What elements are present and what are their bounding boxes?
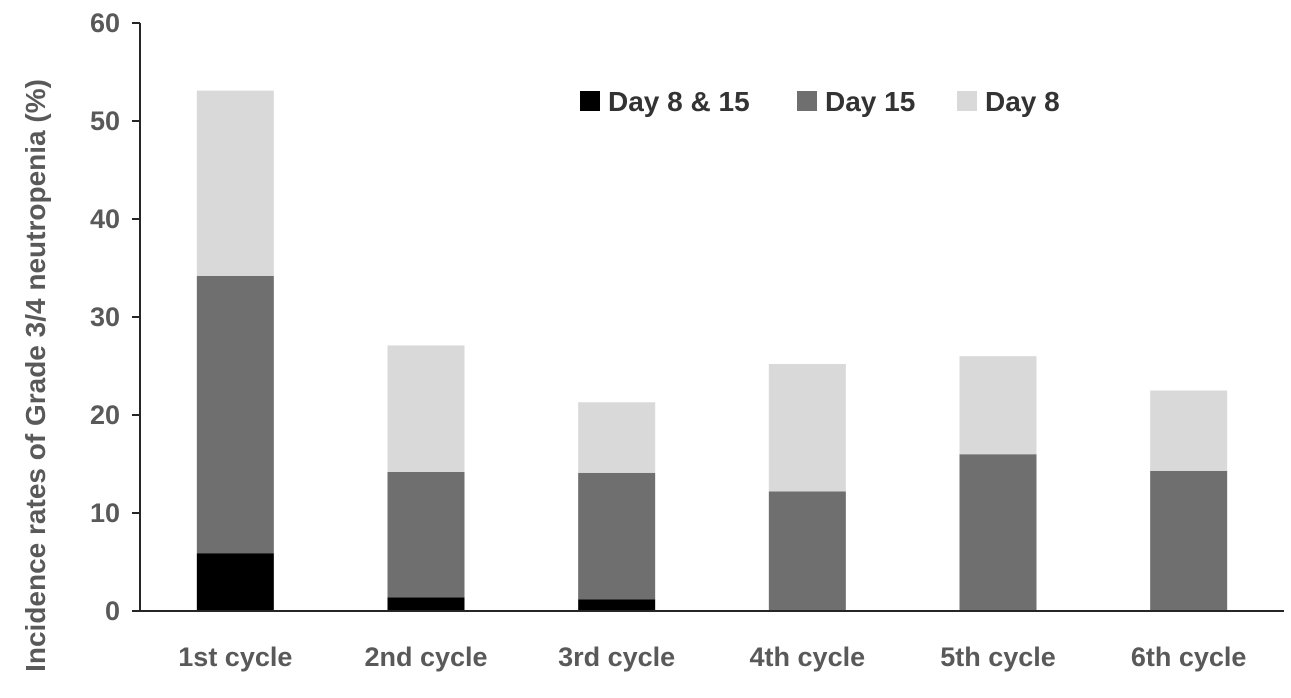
- y-axis-label: Incidence rates of Grade 3/4 neutropenia…: [20, 79, 51, 672]
- y-ticks-group: 0 10 20 30 40 50 60: [90, 8, 140, 626]
- legend-label: Day 8: [985, 86, 1060, 117]
- x-category-label: 3rd cycle: [558, 642, 675, 672]
- bar-segment: [959, 356, 1037, 455]
- y-tick-label: 30: [90, 302, 120, 332]
- x-category-label: 2nd cycle: [364, 642, 487, 672]
- legend-label: Day 8 & 15: [608, 86, 750, 117]
- bar-segment: [578, 402, 656, 473]
- bars-group: [196, 90, 1228, 611]
- legend-swatch: [957, 91, 977, 111]
- x-labels-group: 1st cycle 2nd cycle 3rd cycle 4th cycle 5th …: [178, 642, 1246, 672]
- x-category-label: 5th cycle: [940, 642, 1056, 672]
- bar-segment: [578, 599, 656, 611]
- legend-swatch: [797, 91, 817, 111]
- y-tick-label: 60: [90, 8, 120, 38]
- bar-segment: [768, 364, 846, 492]
- bar-segment: [387, 597, 465, 611]
- bar-segment: [959, 454, 1037, 611]
- x-category-label: 6th cycle: [1131, 642, 1247, 672]
- bar-segment: [196, 553, 274, 611]
- bar-segment: [387, 471, 465, 598]
- x-category-label: 1st cycle: [178, 642, 292, 672]
- y-tick-label: 0: [105, 596, 120, 626]
- bar-segment: [1150, 390, 1228, 471]
- bar-segment: [578, 472, 656, 600]
- bar-segment: [1150, 470, 1228, 611]
- y-tick-label: 50: [90, 106, 120, 136]
- legend-label: Day 15: [825, 86, 915, 117]
- y-tick-label: 40: [90, 204, 120, 234]
- legend: Day 8 & 15 Day 15 Day 8: [580, 86, 1060, 117]
- bar-segment: [196, 275, 274, 554]
- bar-segment: [768, 491, 846, 611]
- bar-segment: [387, 345, 465, 472]
- x-category-label: 4th cycle: [750, 642, 866, 672]
- bar-segment: [196, 90, 274, 276]
- legend-swatch: [580, 91, 600, 111]
- y-tick-label: 20: [90, 400, 120, 430]
- y-tick-label: 10: [90, 498, 120, 528]
